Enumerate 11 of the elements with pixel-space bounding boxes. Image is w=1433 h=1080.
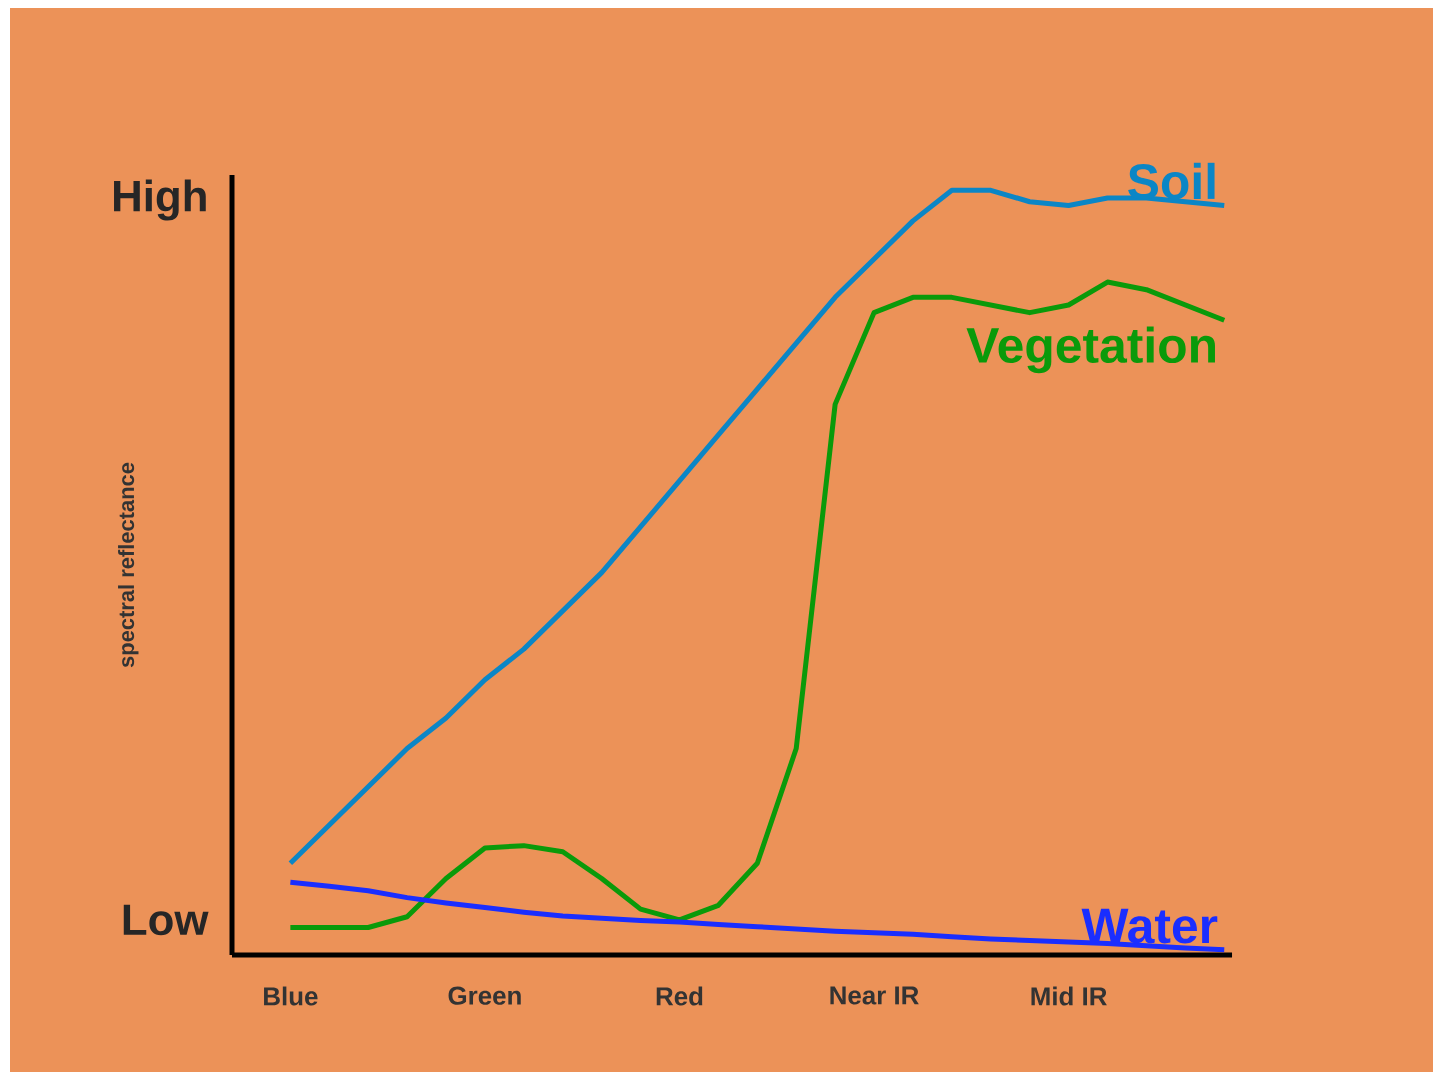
x-tick-label: Green: [448, 986, 521, 1005]
text: Low: [123, 904, 209, 936]
x-tick-label: Near IR: [830, 986, 919, 1005]
series-label: Water: [1081, 908, 1218, 944]
x-tick-label: Red: [656, 986, 703, 1006]
series-label: Soil: [1128, 162, 1215, 200]
x-tick-label: Blue: [264, 986, 318, 1006]
x-tick-label: Mid IR: [1031, 986, 1107, 1006]
series-label: Vegetation: [966, 326, 1215, 374]
text: High: [114, 179, 206, 221]
y-axis-title: spectral reflectance: [118, 462, 139, 668]
